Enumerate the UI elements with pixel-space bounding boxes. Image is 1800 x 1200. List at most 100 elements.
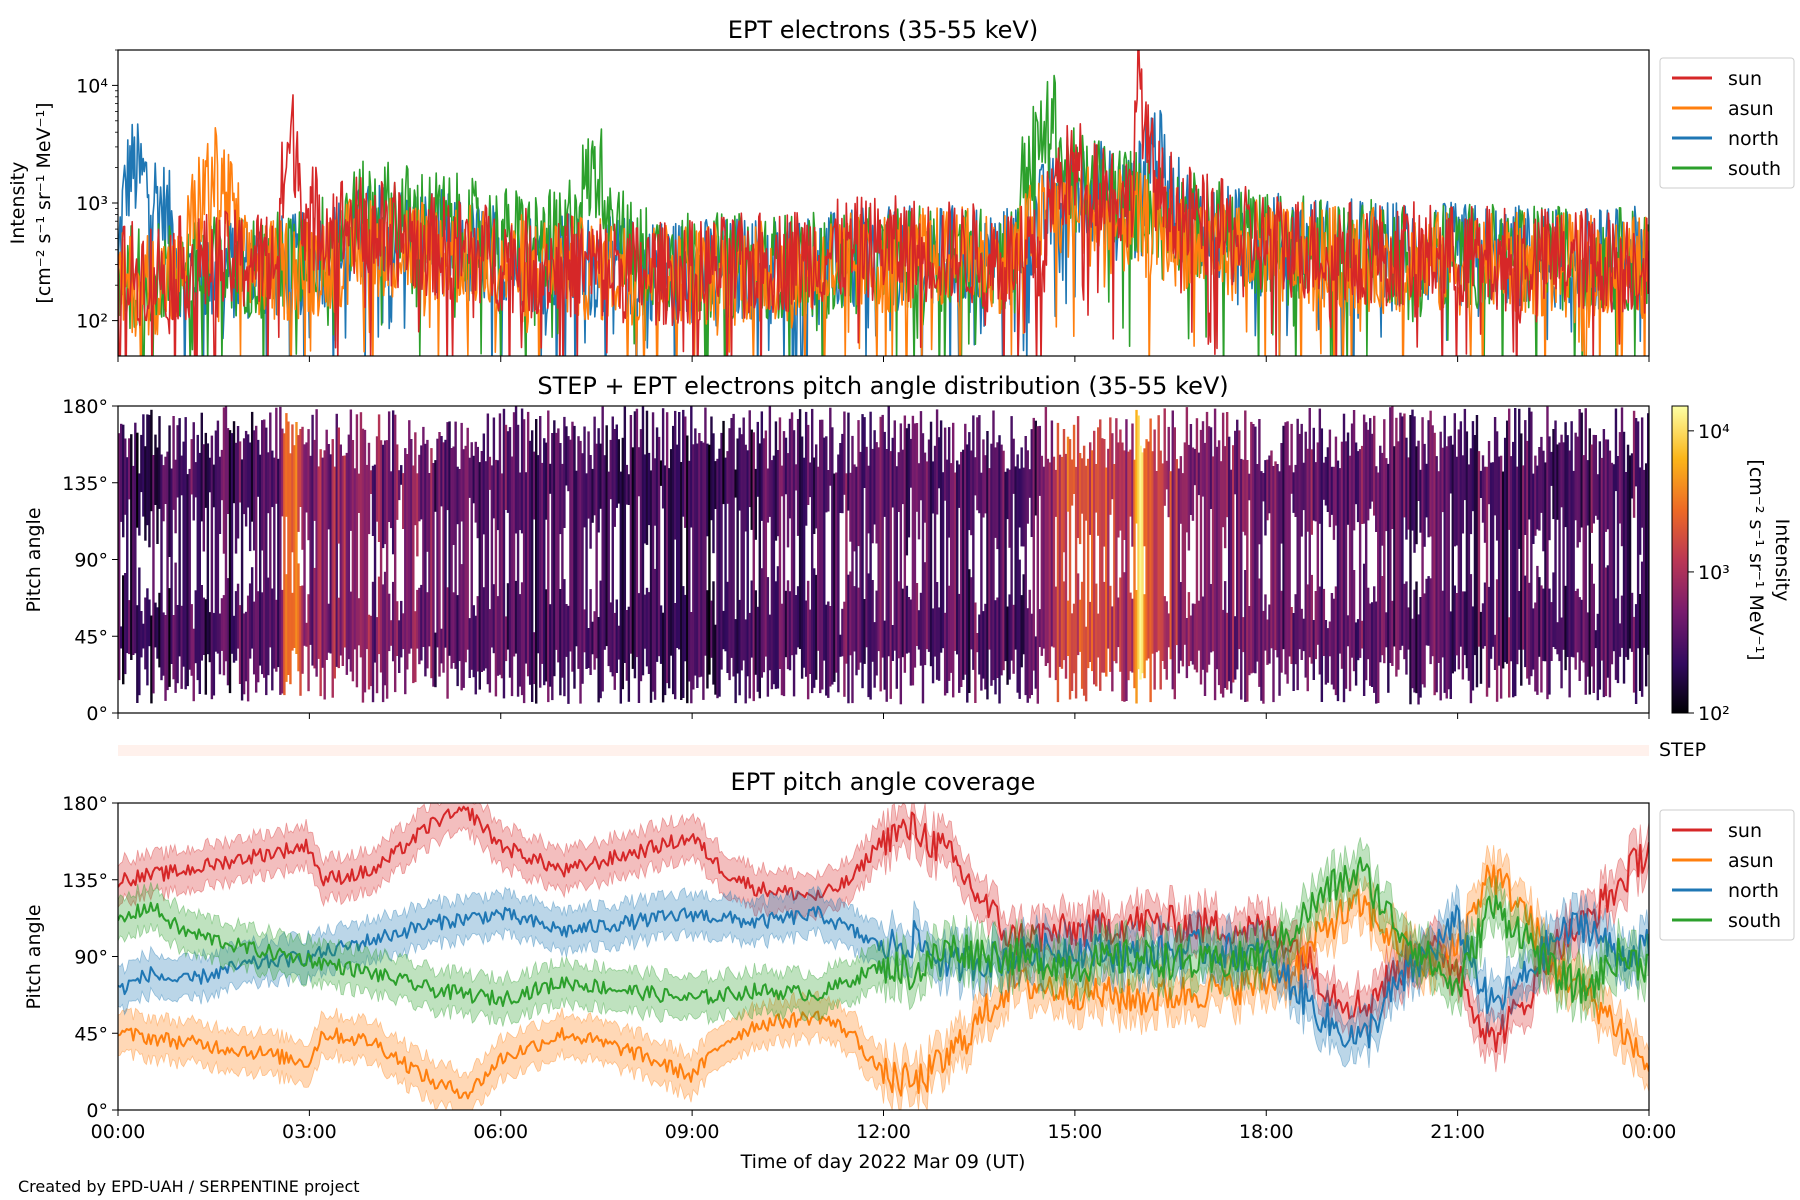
pad-heatmap-cell xyxy=(220,598,224,651)
pad-heatmap-cell xyxy=(631,447,635,669)
pad-heatmap-cell xyxy=(194,590,197,664)
pad-heatmap-cell xyxy=(1481,603,1485,649)
pad-heatmap-cell xyxy=(496,460,500,531)
pad-heatmap-cell xyxy=(1532,608,1535,670)
coverage-legend-label-asun: asun xyxy=(1728,850,1774,872)
pad-heatmap-cell xyxy=(1292,472,1295,513)
pad-heatmap-cell xyxy=(1483,466,1487,543)
pad-heatmap-cell xyxy=(1501,471,1505,669)
pad-heatmap-cell xyxy=(1012,438,1015,494)
pad-heatmap-cell xyxy=(518,594,522,687)
pad-heatmap-cell xyxy=(1364,422,1368,681)
pad-heatmap-cell xyxy=(524,472,528,664)
pad-heatmap-cell xyxy=(520,582,524,696)
pad-heatmap-cell xyxy=(1254,426,1257,674)
pad-heatmap-cell xyxy=(180,605,183,689)
pad-heatmap-cell xyxy=(784,590,788,658)
pad-heatmap-cell xyxy=(1403,413,1406,518)
pad-heatmap-cell xyxy=(1638,467,1642,555)
pad-heatmap-cell xyxy=(1298,433,1301,650)
pad-heatmap-cell xyxy=(720,432,723,670)
pad-heatmap-cell xyxy=(639,429,643,682)
pad-heatmap-cell xyxy=(1111,433,1114,500)
pad-heatmap-cell xyxy=(1189,615,1193,662)
pad-heatmap-cell xyxy=(1318,408,1322,524)
pad-heatmap-cell xyxy=(875,442,878,544)
pad-heatmap-cell xyxy=(321,457,324,668)
pad-heatmap-cell xyxy=(1346,615,1350,647)
pad-heatmap-cell xyxy=(1066,436,1070,512)
pad-heatmap-cell xyxy=(688,460,691,682)
pad-heatmap-cell xyxy=(1644,463,1648,687)
pad-heatmap-cell xyxy=(377,576,381,655)
pad-heatmap-cell xyxy=(1534,455,1537,536)
pad-heatmap-cell xyxy=(1258,419,1261,545)
pad-heatmap-cell xyxy=(172,416,175,510)
pad-heatmap-cell xyxy=(829,606,832,687)
pad-heatmap-cell xyxy=(1109,585,1112,672)
pad-heatmap-cell xyxy=(1314,462,1318,522)
pad-heatmap-cell xyxy=(951,422,955,698)
pad-heatmap-cell xyxy=(448,421,451,656)
pad-heatmap-cell xyxy=(796,419,800,536)
pad-heatmap-cell xyxy=(671,425,675,695)
pad-heatmap-cell xyxy=(1078,599,1082,652)
pad-y-ticks: 0° 45° 90° 135° 180° xyxy=(62,396,118,725)
pad-heatmap-cell xyxy=(257,439,260,497)
coverage-x-ticks: 00:00 03:00 06:00 09:00 12:00 15:00 18:00 21:00… xyxy=(91,1110,1676,1143)
pad-heatmap-cell xyxy=(281,589,284,694)
pad-heatmap-cell xyxy=(1437,471,1440,663)
pad-heatmap-cell xyxy=(1056,422,1060,703)
intensity-panel-title: EPT electrons (35-55 keV) xyxy=(728,16,1038,44)
pad-heatmap-cell xyxy=(1413,416,1416,553)
pad-heatmap-cell xyxy=(345,452,349,675)
pad-heatmap-cell xyxy=(1306,448,1309,532)
coverage-y-tick-label: 45° xyxy=(74,1023,108,1045)
pad-heatmap-cell xyxy=(829,407,832,486)
pad-heatmap-cell xyxy=(124,573,127,675)
pad-heatmap-cell xyxy=(1602,429,1606,698)
intensity-panel: EPT electrons (35-55 keV) 10² 10³ 10⁴ Inte… xyxy=(7,16,1795,362)
pad-colorbar-scale xyxy=(1671,405,1689,714)
pad-heatmap-cell xyxy=(790,412,794,656)
pad-heatmap-cell xyxy=(1552,429,1555,520)
pad-heatmap-cell xyxy=(849,472,852,542)
pad-heatmap-cell xyxy=(905,428,909,556)
pad-heatmap-cell xyxy=(1594,435,1598,516)
pad-heatmap-cell xyxy=(1246,460,1249,702)
pad-heatmap-cell xyxy=(341,455,345,666)
pad-heatmap-cell xyxy=(706,590,709,689)
pad-heatmap-cell xyxy=(389,620,393,646)
pad-heatmap-cell xyxy=(1630,592,1634,652)
pad-heatmap-cell xyxy=(655,427,659,662)
pad-heatmap-cell xyxy=(1371,602,1374,687)
pad-heatmap-cell xyxy=(1268,455,1271,514)
pad-heatmap-cell xyxy=(385,440,389,699)
pad-heatmap-cell xyxy=(1417,440,1420,501)
pad-heatmap-cell xyxy=(1401,416,1404,646)
pad-heatmap-cell xyxy=(528,440,532,685)
pad-heatmap-cell xyxy=(146,414,149,526)
pad-heatmap-cell xyxy=(871,580,874,662)
pad-heatmap-cell xyxy=(917,610,921,650)
pad-heatmap-cell xyxy=(1540,585,1543,693)
pad-heatmap-cell xyxy=(1064,453,1068,679)
pad-heatmap-cell xyxy=(645,587,649,667)
pad-heatmap-cell xyxy=(960,451,963,687)
pad-heatmap-cell xyxy=(867,465,870,534)
pad-heatmap-cell xyxy=(404,448,407,695)
pad-heatmap-cell xyxy=(915,423,919,512)
pad-heatmap-cell xyxy=(812,568,816,688)
pad-heatmap-cell xyxy=(992,410,995,681)
pad-heatmap-cell xyxy=(615,424,618,508)
pad-heatmap-cell xyxy=(1026,450,1029,524)
pad-heatmap-cell xyxy=(144,597,147,670)
pad-heatmap-cell xyxy=(367,442,371,535)
pad-heatmap-cell xyxy=(653,568,657,700)
pad-heatmap-cell xyxy=(845,473,848,664)
pad-heatmap-cell xyxy=(591,621,594,655)
pad-heatmap-cell xyxy=(1099,419,1102,691)
pad-heatmap-cell xyxy=(1427,576,1430,646)
pad-heatmap-cell xyxy=(857,420,860,547)
pad-heatmap-cell xyxy=(861,414,864,689)
